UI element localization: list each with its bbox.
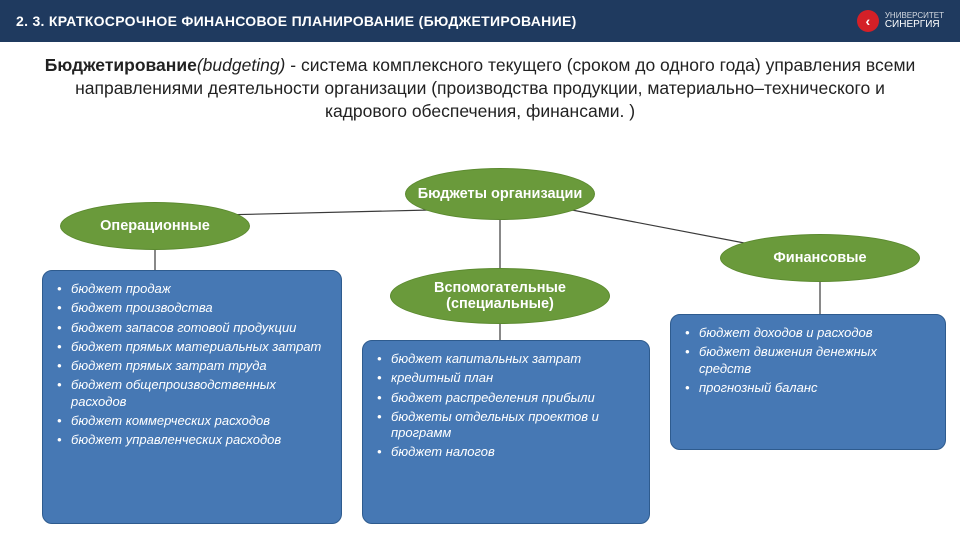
panel-operational-list: бюджет продаж бюджет производства бюджет з…	[53, 281, 327, 448]
list-item: бюджет производства	[53, 300, 327, 316]
list-item: прогнозный баланс	[681, 380, 931, 396]
panel-operational: бюджет продаж бюджет производства бюджет з…	[42, 270, 342, 524]
ellipse-auxiliary: Вспомогательные (специальные)	[390, 268, 610, 324]
brand-top: УНИВЕРСИТЕТ	[885, 12, 944, 20]
ellipse-operational: Операционные	[60, 202, 250, 250]
definition-translit: (budgeting)	[197, 55, 286, 75]
ellipse-financial: Финансовые	[720, 234, 920, 282]
list-item: бюджет движения денежных средств	[681, 344, 931, 377]
slide-header: 2. 3. КРАТКОСРОЧНОЕ ФИНАНСОВОЕ ПЛАНИРОВА…	[0, 0, 960, 42]
list-item: бюджет запасов готовой продукции	[53, 320, 327, 336]
slide-title: 2. 3. КРАТКОСРОЧНОЕ ФИНАНСОВОЕ ПЛАНИРОВА…	[16, 13, 577, 29]
list-item: бюджеты отдельных проектов и программ	[373, 409, 635, 442]
connector-line	[220, 210, 430, 215]
panel-financial-list: бюджет доходов и расходов бюджет движения…	[681, 325, 931, 396]
list-item: бюджет распределения прибыли	[373, 390, 635, 406]
panel-auxiliary: бюджет капитальных затрат кредитный план б…	[362, 340, 650, 524]
definition-text: Бюджетирование(budgeting) - система комп…	[36, 54, 924, 123]
list-item: бюджет общепроизводственных расходов	[53, 377, 327, 410]
brand-text: УНИВЕРСИТЕТ СИНЕРГИЯ	[885, 12, 944, 31]
connector-line	[572, 210, 760, 246]
brand-block: ‹ УНИВЕРСИТЕТ СИНЕРГИЯ	[857, 10, 944, 32]
list-item: бюджет налогов	[373, 444, 635, 460]
ellipse-root: Бюджеты организации	[405, 168, 595, 220]
slide-root: 2. 3. КРАТКОСРОЧНОЕ ФИНАНСОВОЕ ПЛАНИРОВА…	[0, 0, 960, 540]
brand-bottom: СИНЕРГИЯ	[885, 19, 940, 30]
brand-icon: ‹	[857, 10, 879, 32]
list-item: бюджет прямых затрат труда	[53, 358, 327, 374]
list-item: бюджет доходов и расходов	[681, 325, 931, 341]
definition-term: Бюджетирование	[45, 55, 197, 75]
panel-financial: бюджет доходов и расходов бюджет движения…	[670, 314, 946, 450]
list-item: бюджет капитальных затрат	[373, 351, 635, 367]
list-item: бюджет прямых материальных затрат	[53, 339, 327, 355]
list-item: кредитный план	[373, 370, 635, 386]
panel-auxiliary-list: бюджет капитальных затрат кредитный план б…	[373, 351, 635, 461]
list-item: бюджет продаж	[53, 281, 327, 297]
list-item: бюджет коммерческих расходов	[53, 413, 327, 429]
list-item: бюджет управленческих расходов	[53, 432, 327, 448]
brand-icon-glyph: ‹	[865, 13, 870, 29]
